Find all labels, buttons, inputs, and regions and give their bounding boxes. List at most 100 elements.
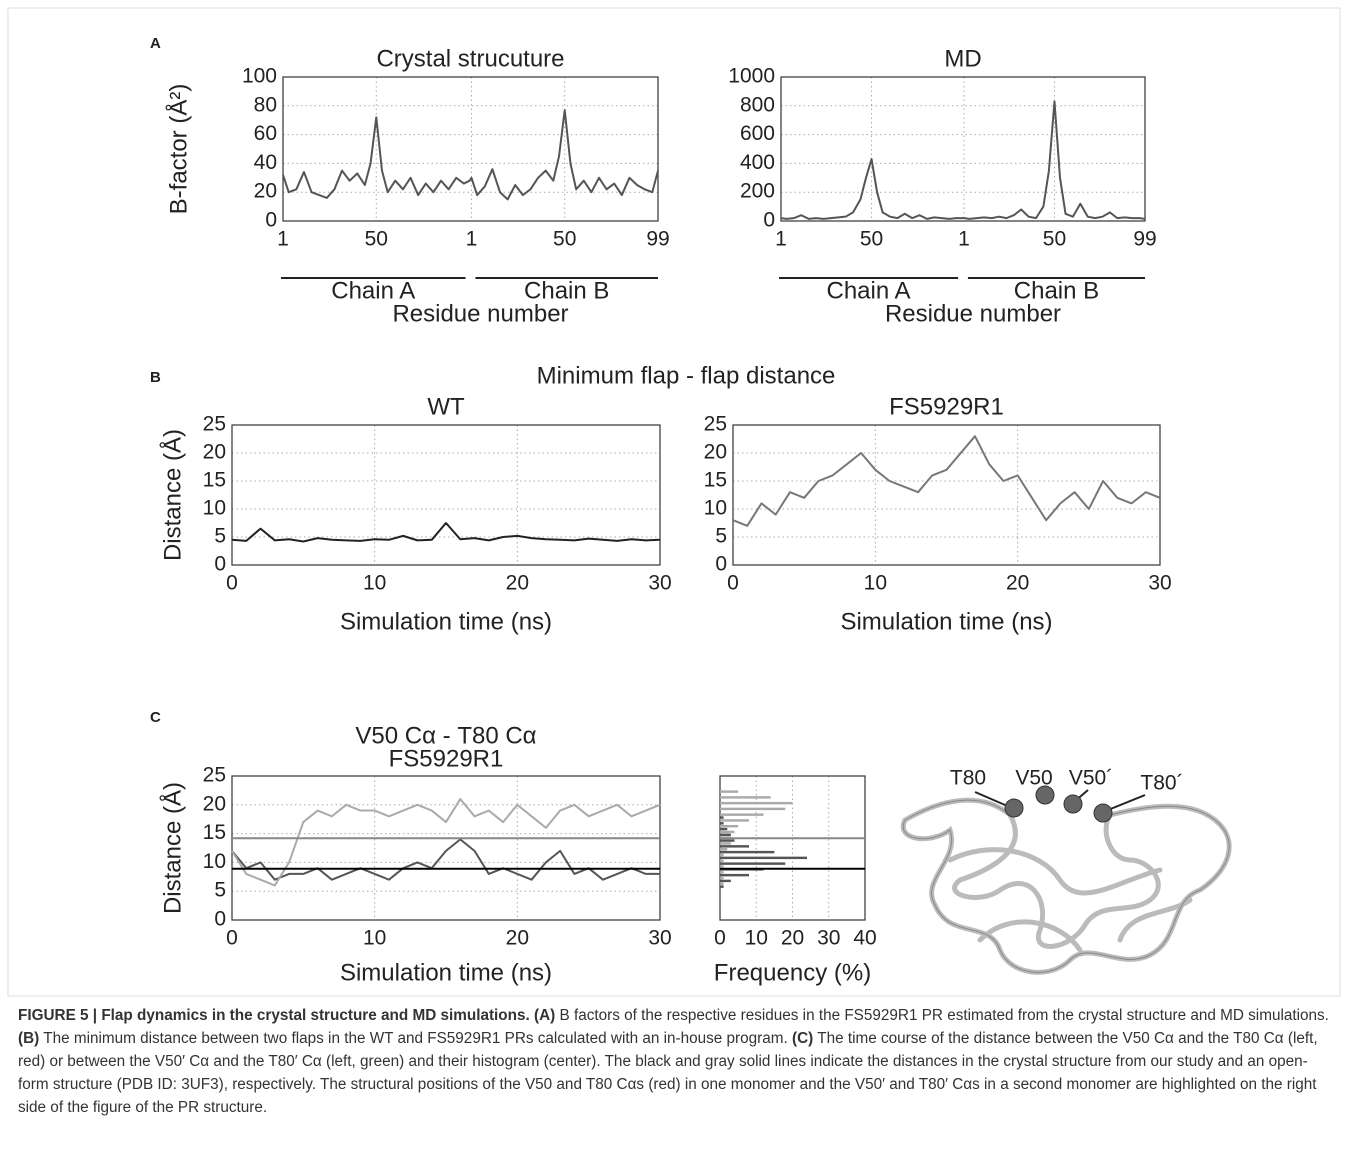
- y-tick-label: 5: [214, 525, 226, 548]
- y-tick-label: 20: [704, 441, 727, 464]
- caption-text: (C): [792, 1030, 814, 1047]
- y-tick-label: 800: [740, 93, 775, 116]
- data-line: [231, 522, 661, 543]
- y-tick-label: 15: [203, 469, 226, 492]
- x-tick-label: 99: [1133, 228, 1156, 251]
- atoms: [1004, 785, 1113, 823]
- chart-title: WT: [427, 393, 465, 420]
- hist-bar: [720, 882, 724, 886]
- x-tick-label: 0: [226, 927, 238, 950]
- hist-bar: [720, 885, 724, 888]
- segment-label: Chain B: [1014, 277, 1099, 304]
- x-tick-label: 30: [648, 927, 671, 950]
- x-tick-label: 20: [781, 927, 804, 950]
- x-axis-label: Simulation time (ns): [340, 959, 552, 986]
- hist-bar: [720, 807, 786, 811]
- y-tick-label: 400: [740, 151, 775, 174]
- x-tick-label: 20: [506, 927, 529, 950]
- y-tick-label: 80: [254, 93, 277, 116]
- x-tick-label: 20: [506, 572, 529, 595]
- y-tick-label: 20: [254, 180, 277, 203]
- hist-bar: [720, 876, 724, 880]
- hist-bar: [720, 853, 724, 857]
- caption-text: (A): [529, 1007, 556, 1024]
- residue-label: V50´: [1069, 767, 1113, 790]
- chart-title: Crystal strucuture: [376, 45, 564, 72]
- data-line: [231, 798, 661, 887]
- hist-bar: [720, 839, 735, 842]
- caption-text: B factors of the respective residues in …: [555, 1007, 1329, 1024]
- caption-text: FIGURE 5 | Flap dynamics in the crystal …: [18, 1007, 530, 1024]
- figure-frame: [7, 7, 1341, 997]
- hist-bar: [720, 819, 749, 822]
- x-axis-label: Residue number: [392, 300, 568, 327]
- chart-title: MD: [944, 45, 981, 72]
- y-tick-label: 10: [203, 497, 226, 520]
- y-tick-label: 60: [254, 122, 277, 145]
- plot-frame: [282, 76, 659, 222]
- segment-label: Chain A: [331, 277, 415, 304]
- caption-text: The minimum distance between two flaps i…: [39, 1030, 793, 1047]
- hist-bar: [720, 845, 749, 848]
- hist-bar: [720, 824, 739, 828]
- y-tick-label: 100: [242, 65, 277, 88]
- x-tick-label: 10: [363, 572, 386, 595]
- hist-bar: [720, 796, 771, 799]
- x-tick-label: 30: [817, 927, 840, 950]
- y-tick-label: 10: [203, 850, 226, 873]
- panel-label: B: [150, 369, 161, 386]
- hist-bar: [720, 848, 728, 851]
- y-tick-label: 5: [214, 879, 226, 902]
- x-tick-label: 0: [727, 572, 739, 595]
- protein-structure-outline: [902, 799, 1230, 973]
- hist-bar: [720, 862, 786, 865]
- data-line: [732, 435, 1161, 527]
- plot-frame: [780, 76, 1146, 222]
- plot-frame: [231, 775, 661, 921]
- hist-bar: [720, 865, 724, 868]
- x-tick-label: 10: [745, 927, 768, 950]
- hist-bar: [720, 813, 764, 816]
- hist-bar: [720, 830, 735, 834]
- data-line: [231, 838, 660, 881]
- residue-label: V50: [1015, 767, 1052, 790]
- plot-frame: [231, 424, 661, 566]
- chart-title: V50 Cα - T80 Cα: [355, 722, 536, 749]
- y-tick-label: 15: [704, 469, 727, 492]
- y-tick-label: 25: [203, 413, 226, 436]
- y-tick-label: 0: [265, 209, 277, 232]
- x-tick-label: 10: [363, 927, 386, 950]
- residue-label: T80: [950, 767, 986, 790]
- data-line: [282, 109, 659, 201]
- x-axis-label: Residue number: [885, 300, 1061, 327]
- x-tick-label: 30: [1148, 572, 1171, 595]
- x-tick-label: 0: [714, 927, 726, 950]
- segment-label: Chain A: [827, 277, 911, 304]
- hist-bar: [720, 859, 724, 862]
- x-tick-label: 30: [648, 572, 671, 595]
- hist-bar: [720, 842, 731, 845]
- x-axis-label: Simulation time (ns): [840, 608, 1052, 635]
- hist-bar: [720, 856, 807, 860]
- y-tick-label: 15: [203, 821, 226, 844]
- data-line: [780, 100, 1146, 220]
- y-tick-label: 600: [740, 122, 775, 145]
- y-tick-label: 0: [763, 209, 775, 232]
- x-tick-label: 1: [958, 228, 970, 251]
- chart-subtitle: FS5929R1: [389, 745, 504, 772]
- x-tick-label: 50: [553, 228, 576, 251]
- x-tick-label: 50: [860, 228, 883, 251]
- x-tick-label: 40: [853, 927, 876, 950]
- caption: FIGURE 5 | Flap dynamics in the crystal …: [18, 1004, 1332, 1119]
- x-tick-label: 50: [365, 228, 388, 251]
- hist-bar: [720, 879, 731, 883]
- hist-bar: [720, 801, 793, 805]
- x-tick-label: 1: [277, 228, 289, 251]
- panel-title: Minimum flap - flap distance: [537, 362, 836, 389]
- segment-label: Chain B: [524, 277, 609, 304]
- x-tick-label: 1: [775, 228, 787, 251]
- y-axis-label: B-factor (Å²): [164, 84, 192, 215]
- x-axis-label: Simulation time (ns): [340, 608, 552, 635]
- chart-title: FS5929R1: [889, 393, 1004, 420]
